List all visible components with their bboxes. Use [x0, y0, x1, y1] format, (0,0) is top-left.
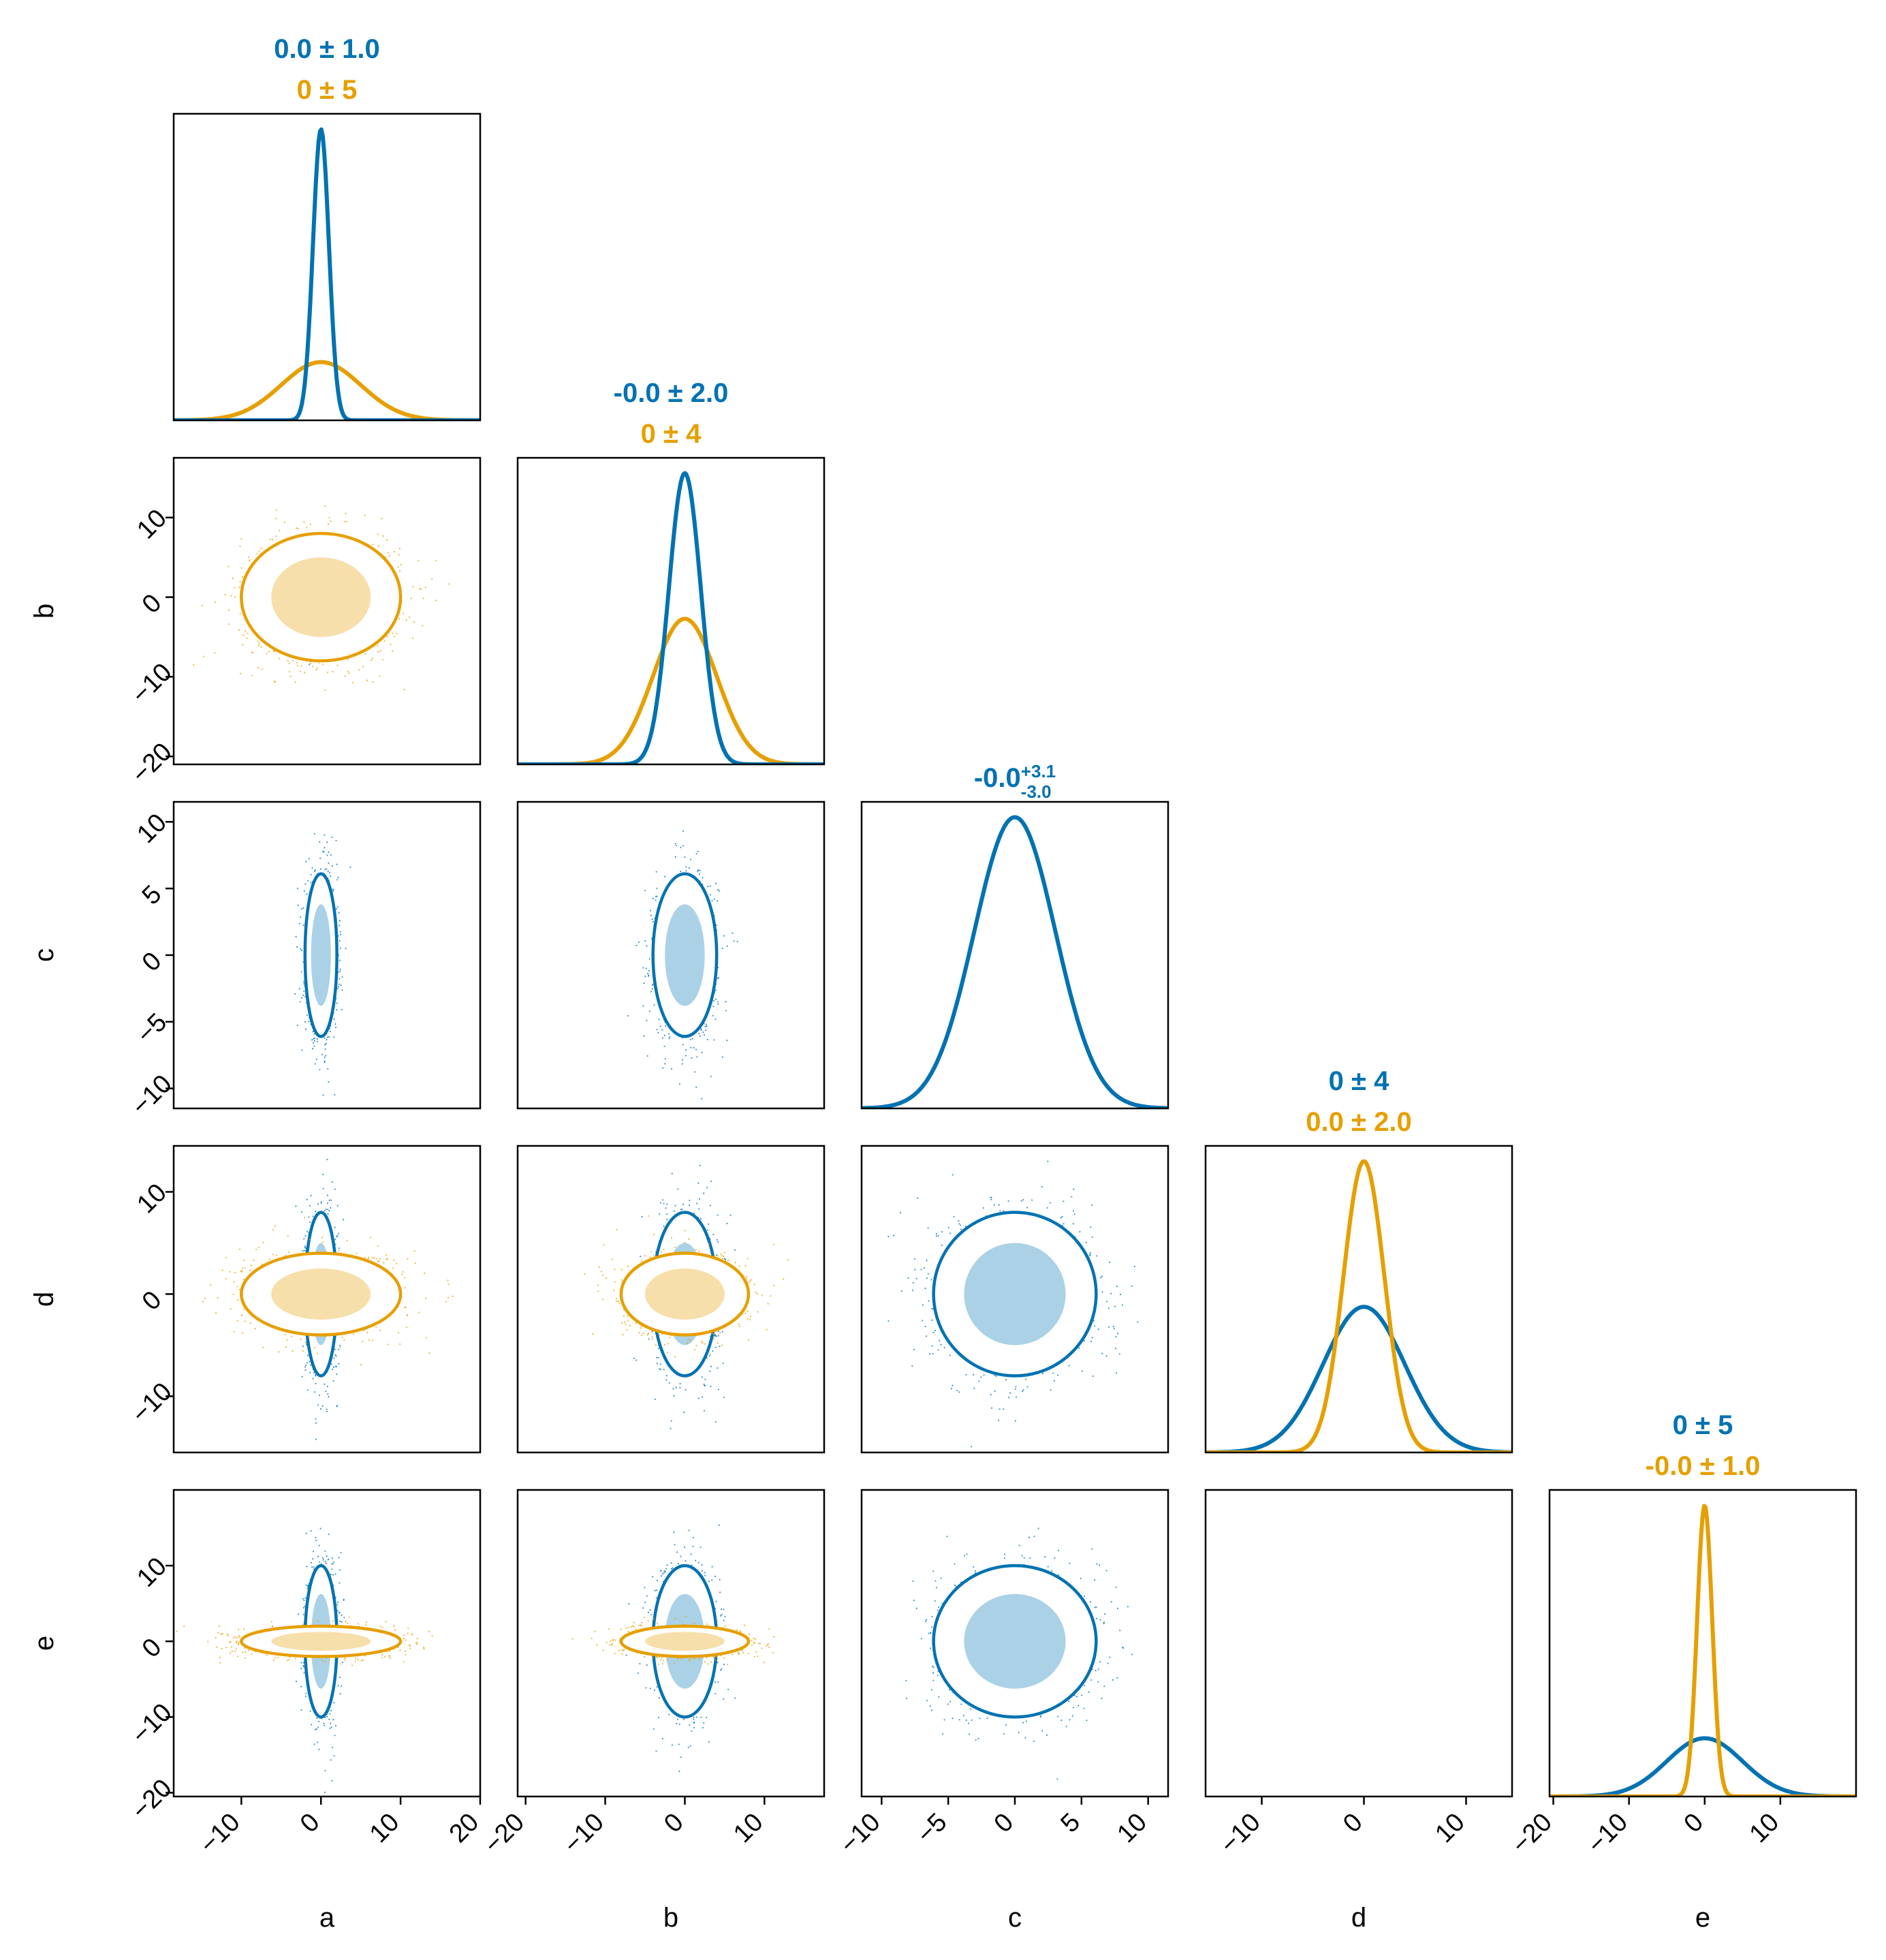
marginal-curve-a-blue	[174, 127, 480, 420]
summary-label-e-orange: -0.0 ± 1.0	[1646, 1451, 1761, 1481]
scatter-panel-d-e	[1204, 1489, 1513, 1798]
panel-frame	[172, 1489, 482, 1798]
contour-outer-blue	[932, 1211, 1098, 1378]
x-axis-label-c: c	[1008, 1903, 1022, 1933]
marginal-curve-c-blue	[862, 815, 1168, 1108]
scatter-points-orange	[571, 1615, 774, 1666]
y-axis-label-d: d	[29, 1292, 59, 1307]
panel-frame	[516, 1145, 826, 1454]
panel-frame	[1548, 1489, 1857, 1798]
contour-outer-orange	[619, 1251, 751, 1337]
panel-frame	[172, 1145, 482, 1454]
y-axis-label-e: e	[29, 1636, 59, 1651]
scatter-panel-a-e	[172, 1489, 482, 1798]
scatter-panel-c-e	[860, 1489, 1169, 1798]
contour-inner-orange	[645, 1269, 725, 1320]
panel-frame	[860, 800, 1169, 1110]
contour-outer-orange	[240, 1251, 403, 1337]
contour-outer-orange	[619, 1624, 751, 1658]
y-axis-label-c: c	[29, 948, 59, 962]
y-axis-label-b: b	[29, 604, 59, 619]
contour-inner-blue	[311, 904, 331, 1006]
scatter-panel-a-b	[172, 456, 482, 766]
x-axis-label-d: d	[1351, 1903, 1366, 1933]
panel-frame	[172, 456, 482, 766]
diagonal-panel-a: 0.0 ± 1.0 0 ± 5	[172, 34, 482, 422]
contour-outer-orange	[240, 531, 403, 663]
summary-label-d-orange: 0.0 ± 2.0	[1306, 1107, 1411, 1137]
diagonal-panel-c: -0.0+3.1 -3.0	[860, 761, 1169, 1110]
scatter-panel-b-d	[516, 1145, 826, 1454]
contour-outer-blue	[651, 872, 719, 1038]
contour-inner-orange	[271, 1269, 371, 1320]
contour-outer-blue	[932, 1564, 1098, 1719]
panel-frame	[1204, 1489, 1513, 1798]
marginal-curve-d-orange	[1206, 1159, 1512, 1452]
panel-frame	[1204, 1145, 1513, 1454]
diagonal-panel-e: 0 ± 5 -0.0 ± 1.0	[1548, 1410, 1857, 1798]
summary-label-b-blue: -0.0 ± 2.0	[614, 378, 729, 408]
scatter-panel-b-c	[516, 800, 826, 1110]
summary-label-d-blue: 0 ± 4	[1329, 1066, 1389, 1096]
panel-frame	[860, 1145, 1169, 1454]
contour-inner-blue	[665, 904, 705, 1006]
contour-inner-orange	[271, 557, 371, 637]
diagonal-panel-b: -0.0 ± 2.0 0 ± 4	[516, 378, 826, 766]
panel-frame	[516, 1489, 826, 1798]
x-axis-label-b: b	[663, 1903, 678, 1933]
panel-frame	[516, 456, 826, 766]
scatter-panel-a-d	[172, 1145, 482, 1454]
scatter-panel-b-e	[516, 1489, 826, 1798]
summary-label-e-blue: 0 ± 5	[1673, 1410, 1733, 1440]
x-axis-label-a: a	[319, 1903, 335, 1933]
panel-frame	[172, 112, 482, 422]
summary-label-a-blue: 0.0 ± 1.0	[274, 34, 379, 64]
contour-inner-blue	[964, 1593, 1066, 1689]
contour-outer-orange	[240, 1624, 403, 1658]
summary-label-a-orange: 0 ± 5	[297, 75, 358, 105]
scatter-panel-c-d	[860, 1145, 1169, 1454]
marginal-curve-e-orange	[1550, 1504, 1856, 1796]
panel-frame	[516, 800, 826, 1110]
x-axis-label-e: e	[1695, 1903, 1710, 1933]
diagonal-panel-d: 0 ± 4 0.0 ± 2.0	[1204, 1066, 1513, 1454]
contour-inner-orange	[645, 1632, 725, 1651]
summary-label-c-blue: -0.0+3.1 -3.0	[974, 761, 1056, 802]
marginal-curve-d-blue	[1206, 1305, 1512, 1452]
contour-inner-blue	[964, 1243, 1066, 1345]
contour-inner-orange	[271, 1632, 371, 1651]
contour-outer-blue	[303, 872, 339, 1038]
marginal-curve-b-blue	[518, 471, 824, 764]
summary-label-b-orange: 0 ± 4	[641, 419, 702, 449]
